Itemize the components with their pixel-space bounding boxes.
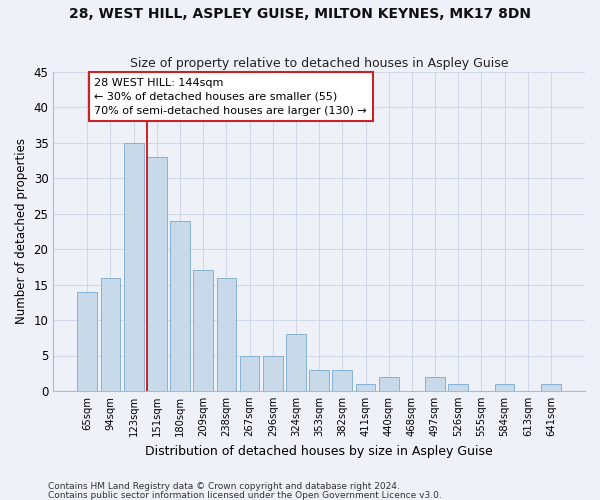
- Bar: [332, 370, 352, 391]
- Title: Size of property relative to detached houses in Aspley Guise: Size of property relative to detached ho…: [130, 56, 508, 70]
- X-axis label: Distribution of detached houses by size in Aspley Guise: Distribution of detached houses by size …: [145, 444, 493, 458]
- Text: 28, WEST HILL, ASPLEY GUISE, MILTON KEYNES, MK17 8DN: 28, WEST HILL, ASPLEY GUISE, MILTON KEYN…: [69, 8, 531, 22]
- Bar: [217, 278, 236, 391]
- Bar: [124, 143, 143, 391]
- Bar: [170, 221, 190, 391]
- Text: Contains public sector information licensed under the Open Government Licence v3: Contains public sector information licen…: [48, 490, 442, 500]
- Bar: [356, 384, 376, 391]
- Bar: [147, 157, 167, 391]
- Bar: [309, 370, 329, 391]
- Bar: [77, 292, 97, 391]
- Bar: [263, 356, 283, 391]
- Text: 28 WEST HILL: 144sqm
← 30% of detached houses are smaller (55)
70% of semi-detac: 28 WEST HILL: 144sqm ← 30% of detached h…: [94, 78, 367, 116]
- Bar: [379, 377, 398, 391]
- Text: Contains HM Land Registry data © Crown copyright and database right 2024.: Contains HM Land Registry data © Crown c…: [48, 482, 400, 491]
- Y-axis label: Number of detached properties: Number of detached properties: [15, 138, 28, 324]
- Bar: [448, 384, 468, 391]
- Bar: [193, 270, 213, 391]
- Bar: [286, 334, 306, 391]
- Bar: [101, 278, 121, 391]
- Bar: [425, 377, 445, 391]
- Bar: [541, 384, 561, 391]
- Bar: [495, 384, 514, 391]
- Bar: [240, 356, 259, 391]
